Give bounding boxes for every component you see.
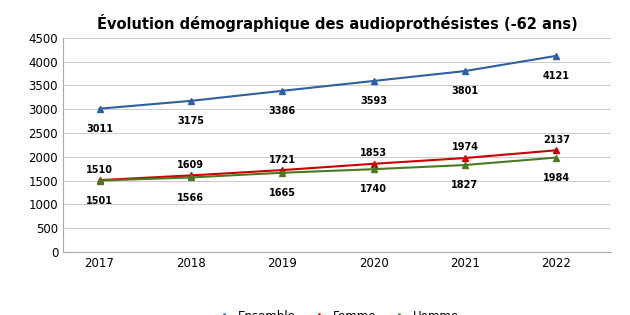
Homme xyxy=(461,163,469,167)
Ensemble xyxy=(370,79,377,83)
Text: 4121: 4121 xyxy=(543,71,570,81)
Text: 2137: 2137 xyxy=(543,135,570,145)
Text: 1827: 1827 xyxy=(451,180,479,190)
Ensemble xyxy=(553,54,560,58)
Text: 1740: 1740 xyxy=(360,185,387,194)
Femme xyxy=(278,168,286,172)
Text: 1853: 1853 xyxy=(360,148,387,158)
Line: Femme: Femme xyxy=(97,147,559,183)
Title: Évolution démographique des audioprothésistes (-62 ans): Évolution démographique des audioprothés… xyxy=(96,14,578,32)
Homme xyxy=(96,179,103,182)
Text: 3175: 3175 xyxy=(178,116,204,126)
Text: 3386: 3386 xyxy=(268,106,296,116)
Femme xyxy=(553,148,560,152)
Text: 1501: 1501 xyxy=(86,196,113,206)
Femme xyxy=(187,174,195,177)
Femme xyxy=(370,162,377,166)
Femme xyxy=(96,178,103,182)
Homme xyxy=(553,156,560,159)
Line: Homme: Homme xyxy=(97,155,559,183)
Line: Ensemble: Ensemble xyxy=(97,53,559,112)
Text: 1974: 1974 xyxy=(452,142,478,152)
Femme xyxy=(461,156,469,160)
Text: 1510: 1510 xyxy=(86,164,113,175)
Text: 3801: 3801 xyxy=(451,86,479,96)
Ensemble xyxy=(187,99,195,103)
Text: 1984: 1984 xyxy=(542,173,570,183)
Ensemble xyxy=(278,89,286,93)
Homme xyxy=(370,167,377,171)
Text: 3011: 3011 xyxy=(86,124,113,134)
Text: 1566: 1566 xyxy=(178,193,204,203)
Text: 1721: 1721 xyxy=(269,155,295,164)
Ensemble xyxy=(461,69,469,73)
Homme xyxy=(187,175,195,179)
Text: 3593: 3593 xyxy=(360,96,387,106)
Legend: Ensemble, Femme, Homme: Ensemble, Femme, Homme xyxy=(211,305,463,315)
Ensemble xyxy=(96,107,103,111)
Homme xyxy=(278,171,286,175)
Text: 1665: 1665 xyxy=(269,188,295,198)
Text: 1609: 1609 xyxy=(178,160,204,170)
